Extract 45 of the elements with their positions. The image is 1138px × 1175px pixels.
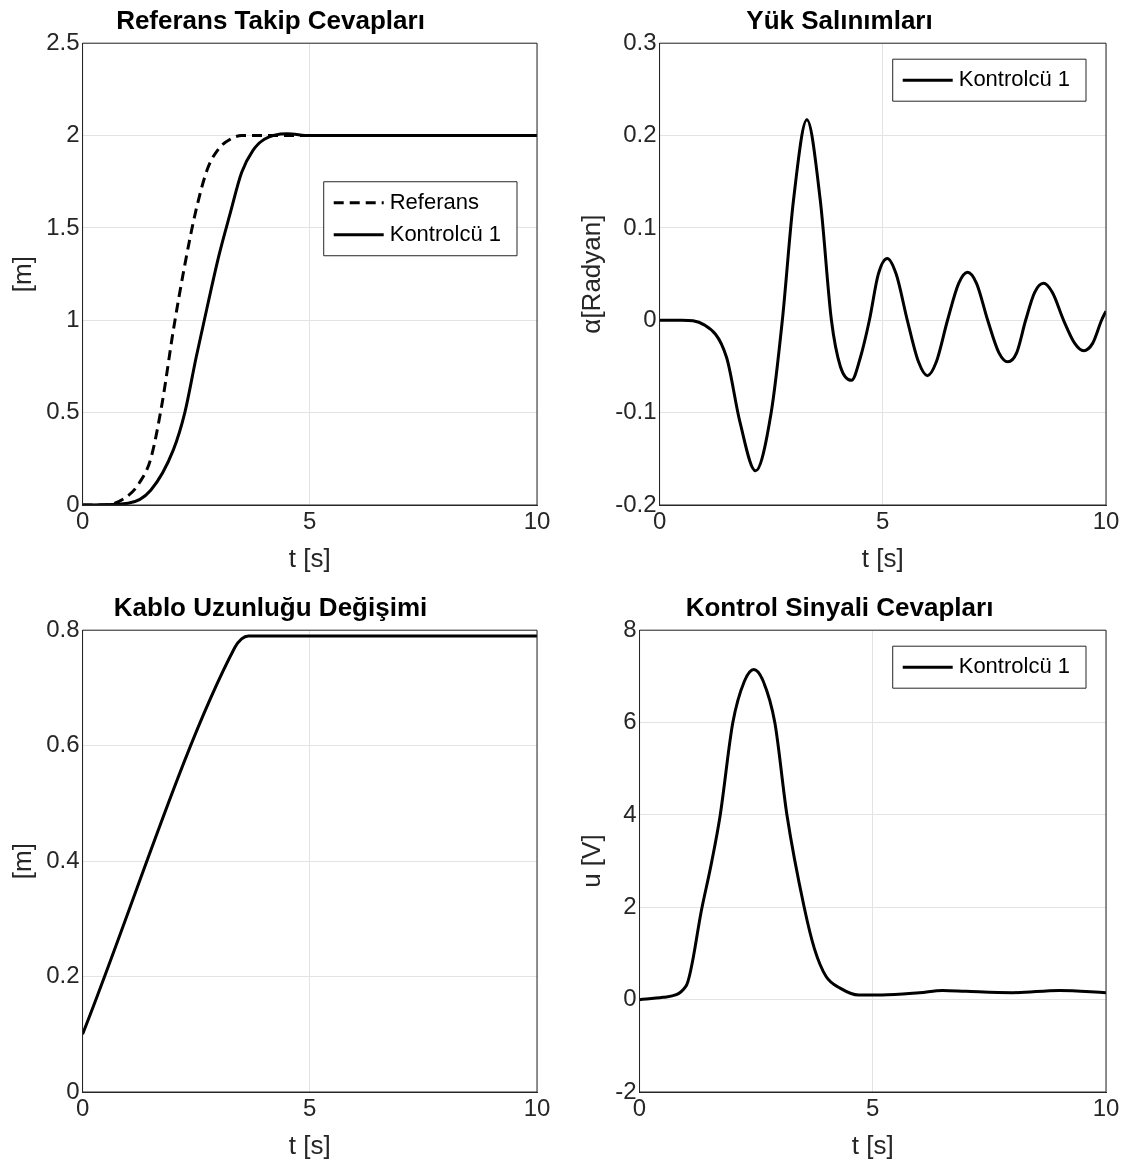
y-tick-label: 0.2	[623, 120, 657, 148]
x-tick-label: 10	[523, 1094, 551, 1122]
y-tick-label: 2.5	[46, 27, 80, 55]
y-axis-title: [m]	[6, 843, 37, 880]
y-tick-label: 2	[66, 120, 80, 148]
y-axis-title: u [V]	[575, 834, 606, 888]
legend-label: Kontrolcü 1	[958, 653, 1071, 679]
y-tick-label: 6	[623, 707, 637, 735]
legend-label: Kontrolcü 1	[958, 66, 1071, 92]
y-tick-label: 4	[623, 799, 637, 827]
x-tick-label: 5	[876, 507, 890, 535]
y-tick-label: 8	[623, 614, 637, 642]
chart-title: Referans Takip Cevapları	[116, 4, 425, 35]
chart-title: Kontrol Sinyali Cevapları	[685, 591, 994, 622]
chart-title: Kablo Uzunluğu Değişimi	[113, 591, 428, 622]
x-tick-label: 5	[303, 1094, 317, 1122]
y-tick-label: 1	[66, 304, 80, 332]
x-tick-label: 5	[866, 1094, 880, 1122]
x-tick-label: 10	[1092, 507, 1120, 535]
line-series	[82, 634, 537, 1036]
x-axis-title: t [s]	[288, 542, 331, 573]
x-tick-label: 10	[523, 507, 551, 535]
y-axis-title: α[Radyan]	[575, 214, 606, 334]
x-tick-label: 5	[303, 507, 317, 535]
legend-label: Kontrolcü 1	[389, 220, 502, 246]
y-tick-label: 0.5	[46, 397, 80, 425]
x-axis-title: t [s]	[851, 1129, 894, 1160]
y-tick-label: 1.5	[46, 212, 80, 240]
y-tick-label: 0.8	[46, 614, 80, 642]
y-tick-label: 0.3	[623, 27, 657, 55]
x-tick-label: 10	[1092, 1094, 1120, 1122]
y-tick-label: 0.4	[46, 845, 80, 873]
x-axis-title: t [s]	[861, 542, 904, 573]
y-tick-label: 0	[623, 984, 637, 1012]
y-tick-label: 0	[643, 304, 657, 332]
y-tick-label: 0.6	[46, 730, 80, 758]
x-axis-title: t [s]	[288, 1129, 331, 1160]
chart-title: Yük Salınımları	[746, 4, 933, 35]
line-series	[659, 118, 1106, 473]
legend-label: Referans	[389, 188, 479, 214]
y-axis-title: [m]	[6, 256, 37, 293]
y-tick-label: 0.1	[623, 212, 657, 240]
y-tick-label: 2	[623, 891, 637, 919]
y-tick-label: -0.1	[615, 397, 657, 425]
y-tick-label: 0.2	[46, 961, 80, 989]
